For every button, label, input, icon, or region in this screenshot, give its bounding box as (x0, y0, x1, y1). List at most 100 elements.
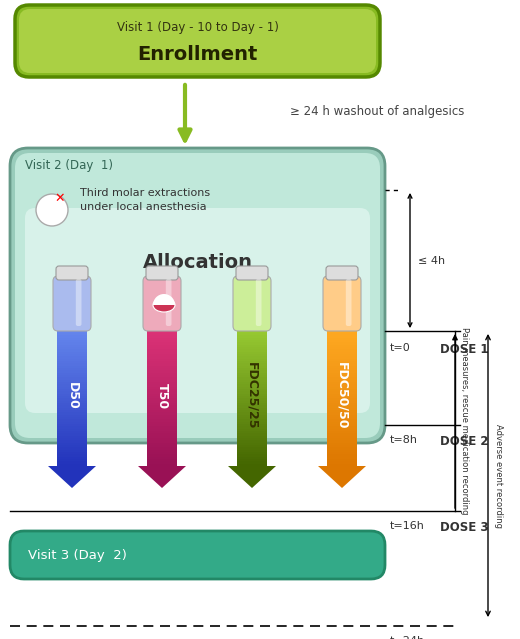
Bar (147, 445, 177, 448)
Bar (57, 347, 87, 350)
Text: Enrollment: Enrollment (137, 45, 258, 65)
Bar (57, 361, 87, 364)
Bar (57, 396, 87, 399)
Bar (327, 461, 357, 464)
Bar (147, 401, 177, 403)
Bar (327, 358, 357, 362)
Bar (327, 445, 357, 448)
FancyBboxPatch shape (76, 279, 82, 326)
Bar (147, 373, 177, 376)
Bar (147, 351, 177, 355)
Bar (327, 335, 357, 338)
Bar (57, 382, 87, 385)
Bar (327, 368, 357, 371)
Text: D50: D50 (66, 382, 79, 410)
Bar (147, 378, 177, 380)
FancyBboxPatch shape (326, 266, 358, 280)
Bar (57, 461, 87, 464)
Bar (147, 459, 177, 462)
Bar (147, 461, 177, 464)
Bar (237, 387, 267, 390)
Bar (237, 417, 267, 420)
Bar (57, 405, 87, 408)
Bar (57, 357, 87, 359)
Text: DOSE 1: DOSE 1 (440, 343, 488, 356)
Bar (237, 337, 267, 341)
Bar (237, 445, 267, 448)
Bar (57, 343, 87, 345)
Bar (147, 350, 177, 352)
Bar (57, 351, 87, 355)
Text: Third molar extractions
under local anesthesia: Third molar extractions under local anes… (80, 189, 210, 212)
Bar (237, 333, 267, 336)
Bar (237, 450, 267, 452)
Bar (327, 459, 357, 462)
Bar (237, 461, 267, 464)
Bar (327, 426, 357, 429)
Bar (147, 403, 177, 406)
Bar (327, 454, 357, 457)
Bar (57, 398, 87, 401)
Bar (57, 436, 87, 438)
Bar (57, 391, 87, 394)
Bar (147, 347, 177, 350)
Bar (237, 375, 267, 378)
FancyBboxPatch shape (10, 148, 385, 443)
Bar (327, 457, 357, 459)
Text: T50: T50 (155, 383, 168, 409)
Bar (237, 412, 267, 415)
Bar (57, 354, 87, 357)
Bar (147, 454, 177, 457)
Bar (147, 394, 177, 397)
Bar (147, 384, 177, 387)
Text: ≥ 24 h washout of analgesics: ≥ 24 h washout of analgesics (290, 105, 464, 118)
Bar (147, 452, 177, 455)
Bar (237, 457, 267, 459)
Bar (57, 387, 87, 390)
Bar (57, 457, 87, 459)
Bar (237, 440, 267, 443)
Bar (327, 419, 357, 422)
Bar (147, 464, 177, 466)
Bar (327, 398, 357, 401)
Bar (327, 364, 357, 366)
FancyBboxPatch shape (166, 279, 172, 326)
Bar (147, 415, 177, 417)
Bar (57, 443, 87, 445)
Bar (147, 443, 177, 445)
Bar (57, 450, 87, 452)
Bar (147, 366, 177, 369)
Bar (147, 358, 177, 362)
Bar (237, 403, 267, 406)
Bar (327, 357, 357, 359)
Bar (147, 333, 177, 336)
Bar (147, 368, 177, 371)
Bar (147, 343, 177, 345)
Bar (147, 371, 177, 373)
Bar (147, 405, 177, 408)
Bar (57, 375, 87, 378)
Bar (237, 447, 267, 450)
Bar (147, 340, 177, 343)
FancyBboxPatch shape (346, 279, 352, 326)
Bar (327, 373, 357, 376)
Bar (327, 417, 357, 420)
FancyBboxPatch shape (256, 279, 262, 326)
FancyBboxPatch shape (143, 276, 181, 331)
Bar (147, 330, 177, 334)
Bar (327, 408, 357, 410)
Bar (147, 382, 177, 385)
Bar (147, 422, 177, 424)
Bar (327, 431, 357, 434)
Bar (57, 445, 87, 448)
Bar (327, 410, 357, 413)
Bar (57, 438, 87, 441)
Bar (327, 438, 357, 441)
Bar (57, 459, 87, 462)
Text: t=16h: t=16h (390, 521, 425, 531)
Bar (237, 380, 267, 383)
Bar (237, 335, 267, 338)
Polygon shape (318, 466, 366, 488)
Text: Visit 3 (Day  2): Visit 3 (Day 2) (28, 548, 127, 562)
Bar (327, 354, 357, 357)
